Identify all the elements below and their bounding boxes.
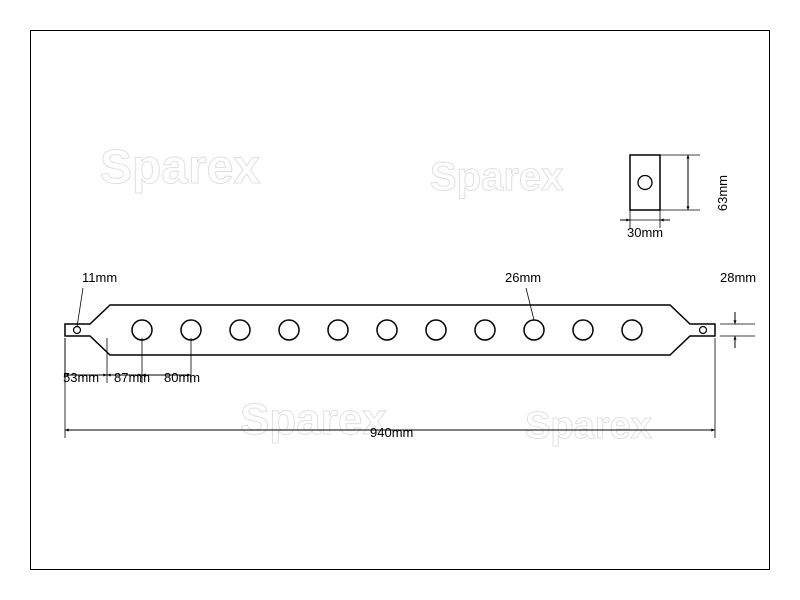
dim-spacing1: 53mm <box>63 370 99 385</box>
dim-cross-height: 63mm <box>715 175 730 211</box>
dim-main-hole: 26mm <box>505 270 541 285</box>
technical-drawing <box>0 0 800 600</box>
dim-overall: 940mm <box>370 425 413 440</box>
dim-cross-width: 30mm <box>627 225 663 240</box>
dim-end-thickness: 28mm <box>720 270 756 285</box>
dim-spacing3: 80mm <box>164 370 200 385</box>
dim-spacing2: 87mm <box>114 370 150 385</box>
dim-end-hole: 11mm <box>82 270 117 285</box>
